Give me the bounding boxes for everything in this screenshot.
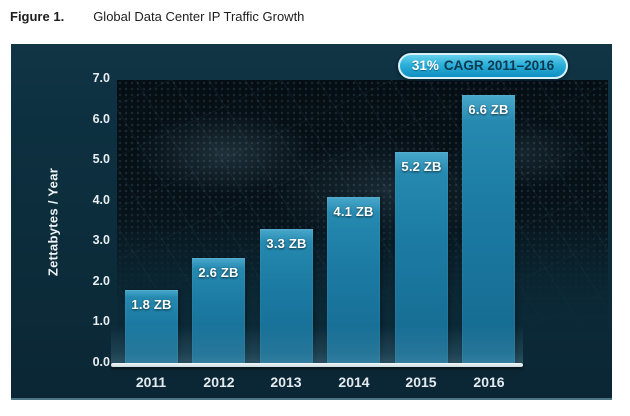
cagr-badge: 31% CAGR 2011–2016 [398,53,568,79]
x-tick-label-2016: 2016 [473,374,505,390]
x-tick-label-2013: 2013 [270,374,302,390]
figure-label: Figure 1. [10,9,65,24]
x-tick-label-2012: 2012 [203,374,235,390]
y-tick-label-1.0: 1.0 [92,314,110,328]
bar-value-label: 2.6 ZB [198,265,239,280]
bar-value-label: 5.2 ZB [401,159,442,174]
bar-2014: 4.1 ZB [327,197,380,363]
y-tick-label-7.0: 7.0 [92,71,110,85]
x-axis-line [111,363,523,367]
figure-title: Global Data Center IP Traffic Growth [93,9,305,24]
y-tick-label-0.0: 0.0 [92,355,110,369]
bar-value-label: 3.3 ZB [266,236,307,251]
bar-value-label: 6.6 ZB [468,102,509,117]
bar-2016: 6.6 ZB [462,95,515,363]
x-tick-label-2015: 2015 [405,374,437,390]
chart-panel: Zettabytes / Year 0.0 1.0 2.0 3.0 4.0 5.0 6.0 7… [11,44,612,400]
bar-value-label: 4.1 ZB [333,204,374,219]
y-tick-label-6.0: 6.0 [92,112,110,126]
y-tick-label-5.0: 5.0 [92,152,110,166]
y-axis-title: Zettabytes / Year [45,167,61,277]
cagr-percent: 31% [411,58,439,73]
y-tick-label-2.0: 2.0 [92,274,110,288]
bar-2013: 3.3 ZB [260,229,313,363]
bar-2012: 2.6 ZB [192,258,245,363]
figure-caption: Figure 1. Global Data Center IP Traffic G… [10,9,610,24]
x-tick-label-2011: 2011 [135,374,167,390]
y-tick-label-4.0: 4.0 [92,193,110,207]
y-tick-label-3.0: 3.0 [92,233,110,247]
bar-2015: 5.2 ZB [395,152,448,363]
cagr-text: CAGR 2011–2016 [443,58,555,73]
bar-2011: 1.8 ZB [125,290,178,363]
x-tick-label-2014: 2014 [338,374,370,390]
bar-value-label: 1.8 ZB [131,297,172,312]
